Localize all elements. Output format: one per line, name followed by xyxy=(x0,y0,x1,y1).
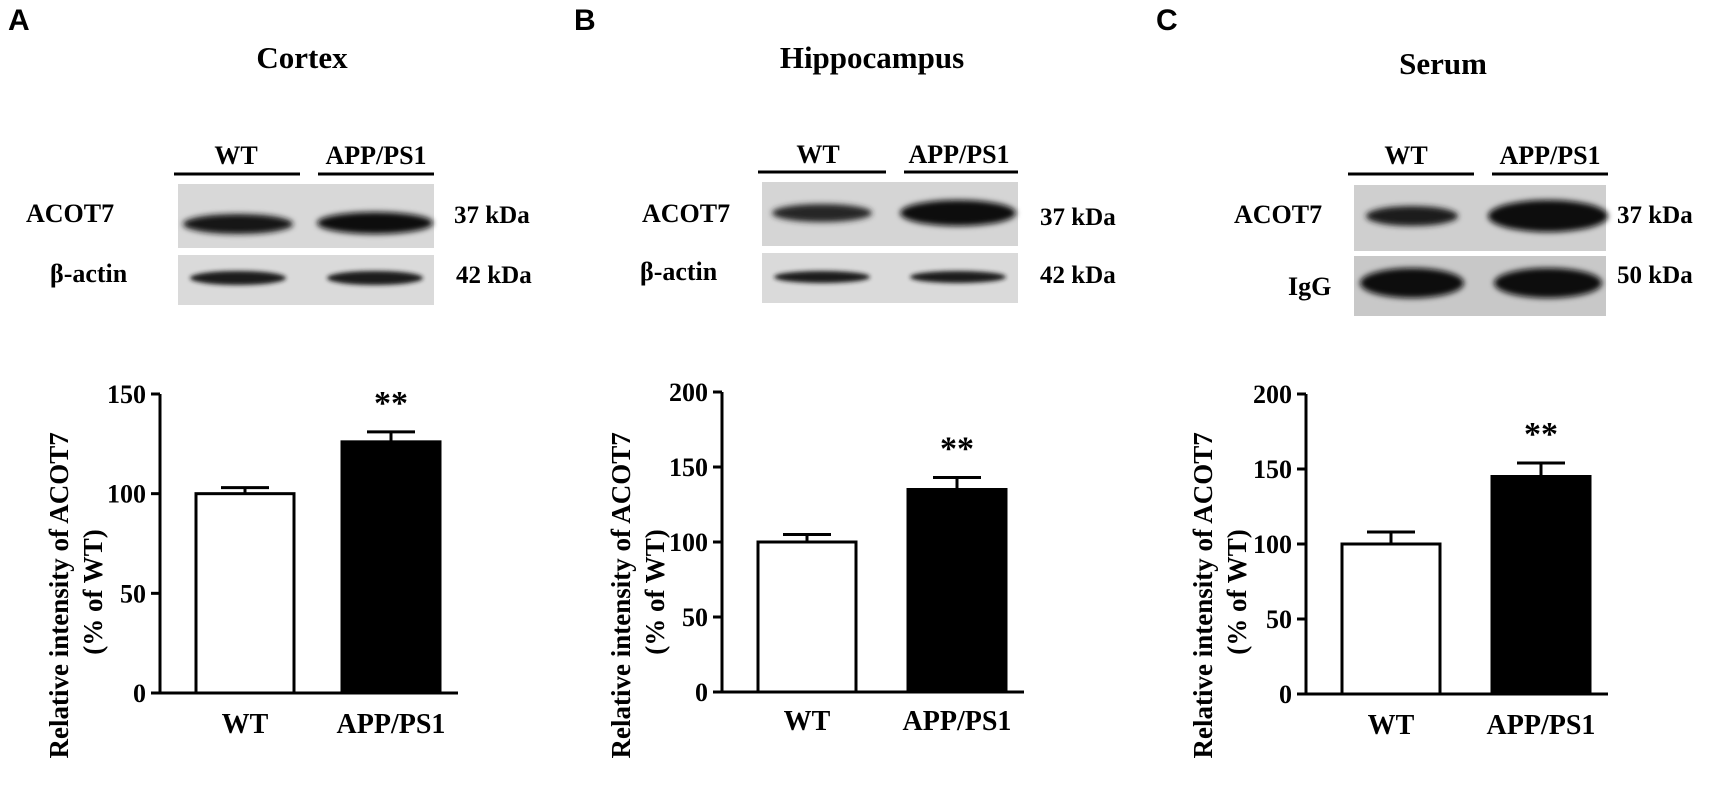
panel-b: B Hippocampus WT APP/PS1 ACOT7 β-actin 3… xyxy=(574,4,1116,758)
panel-c-band-acot7-app xyxy=(1488,200,1608,232)
panel-c-y-tick-label: 200 xyxy=(1253,380,1292,409)
panel-c-western-blot: WT APP/PS1 ACOT7 IgG 37 kDa 50 kDa xyxy=(1234,141,1693,316)
panel-a-kda-actin: 42 kDa xyxy=(456,262,532,289)
panel-b-bar-wt xyxy=(756,540,858,694)
panel-a-x-category-wt: WT xyxy=(222,709,269,740)
panel-c-band-igg-app xyxy=(1494,268,1602,298)
panel-a-kda-acot7: 37 kDa xyxy=(454,202,530,229)
panel-c-tissue-title: Serum xyxy=(1399,46,1487,81)
panel-letter-a: A xyxy=(8,4,30,37)
panel-c-kda-acot7: 37 kDa xyxy=(1617,202,1693,229)
panel-b-y-tick-label: 50 xyxy=(682,603,708,632)
panel-b-lane-wt: WT xyxy=(796,140,839,169)
panel-c-y-axis-label-line1: Relative intensity of ACOT7 xyxy=(1188,432,1218,758)
panel-c: C Serum WT APP/PS1 ACOT7 IgG 37 kDa 50 k… xyxy=(1156,4,1693,758)
panel-b-band-acot7-app xyxy=(900,200,1016,226)
panel-c-lane-wt: WT xyxy=(1384,141,1427,170)
panel-c-significance-app-ps1: ** xyxy=(1524,416,1558,453)
panel-a-band-acot7-wt xyxy=(183,214,293,234)
panel-a-band-actin-app xyxy=(327,271,423,285)
panel-b-x-category-app-ps1: APP/PS1 xyxy=(903,706,1012,737)
panel-c-band-acot7-wt xyxy=(1366,206,1458,226)
panel-a-x-category-app-ps1: APP/PS1 xyxy=(337,709,446,740)
panel-b-bar-chart: Relative intensity of ACOT7 (% of WT) 0 5… xyxy=(606,378,1024,758)
panel-b-band-acot7-wt xyxy=(772,204,872,222)
panel-a-y-tick-label: 50 xyxy=(120,579,146,608)
panel-b-y-tick-label: 0 xyxy=(695,678,708,707)
panel-c-bar-app-ps1 xyxy=(1490,475,1592,696)
panel-a-lane-wt: WT xyxy=(214,141,257,170)
panel-c-x-category-app-ps1: APP/PS1 xyxy=(1487,710,1596,741)
panel-b-kda-actin: 42 kDa xyxy=(1040,262,1116,289)
panel-a-y-tick-label: 150 xyxy=(107,380,146,409)
panel-a-tissue-title: Cortex xyxy=(256,40,348,75)
panel-b-band-actin-wt xyxy=(774,271,870,283)
panel-a-band-actin-wt xyxy=(190,271,286,285)
panel-c-y-tick-label: 150 xyxy=(1253,455,1292,484)
panel-c-blot-label-acot7: ACOT7 xyxy=(1234,200,1322,229)
panel-b-kda-acot7: 37 kDa xyxy=(1040,204,1116,231)
panel-a-western-blot: WT APP/PS1 ACOT7 β-actin 37 kDa 42 kDa xyxy=(26,141,532,305)
panel-b-y-axis-label-line1: Relative intensity of ACOT7 xyxy=(606,432,636,758)
panel-a-y-tick-label: 100 xyxy=(107,480,146,509)
panel-c-y-axis-label-line2: (% of WT) xyxy=(1222,529,1252,655)
panel-letter-b: B xyxy=(574,4,596,37)
panel-b-y-tick-label: 200 xyxy=(669,378,708,407)
panel-c-y-tick-label: 0 xyxy=(1279,680,1292,709)
panel-a-y-axis-label: Relative intensity of ACOT7 (% of WT) xyxy=(44,426,108,759)
panel-a-band-acot7-app xyxy=(317,212,433,234)
panel-b-x-category-wt: WT xyxy=(784,706,831,737)
panel-a-bar-app-ps1 xyxy=(340,440,442,695)
panel-b-bar-app-ps1 xyxy=(906,488,1008,694)
panel-b-blot-label-acot7: ACOT7 xyxy=(642,199,730,228)
panel-c-kda-igg: 50 kDa xyxy=(1617,262,1693,289)
panel-c-y-axis-label: Relative intensity of ACOT7 (% of WT) xyxy=(1188,426,1252,759)
panel-letter-c: C xyxy=(1156,4,1178,37)
panel-a-y-tick-label: 0 xyxy=(133,679,146,708)
panel-b-y-tick-label: 100 xyxy=(669,528,708,557)
panel-b-significance-app-ps1: ** xyxy=(940,431,974,468)
panel-c-bar-wt xyxy=(1340,542,1442,696)
panel-c-bar-chart: Relative intensity of ACOT7 (% of WT) 0 5… xyxy=(1188,380,1608,758)
panel-b-y-axis-label-line2: (% of WT) xyxy=(640,529,670,655)
panel-b-tissue-title: Hippocampus xyxy=(780,40,964,75)
panel-b-western-blot: WT APP/PS1 ACOT7 β-actin 37 kDa 42 kDa xyxy=(640,140,1116,303)
panel-a-blot-label-actin: β-actin xyxy=(50,259,128,288)
panel-a-lane-app: APP/PS1 xyxy=(325,141,426,170)
panel-a: A Cortex WT APP/PS1 ACOT7 β-actin 37 kDa… xyxy=(8,4,532,758)
panel-b-y-axis-label: Relative intensity of ACOT7 (% of WT) xyxy=(606,426,670,759)
panel-c-lane-app: APP/PS1 xyxy=(1499,141,1600,170)
panel-c-y-tick-label: 50 xyxy=(1266,605,1292,634)
panel-b-y-tick-label: 150 xyxy=(669,453,708,482)
panel-b-band-actin-app xyxy=(910,271,1006,283)
panel-c-y-tick-label: 100 xyxy=(1253,530,1292,559)
panel-a-y-axis-label-line2: (% of WT) xyxy=(78,529,108,655)
panel-b-lane-app: APP/PS1 xyxy=(908,140,1009,169)
panel-a-y-axis-label-line1: Relative intensity of ACOT7 xyxy=(44,432,74,758)
panel-c-band-igg-wt xyxy=(1360,268,1464,298)
panel-a-bar-wt xyxy=(194,492,296,695)
panel-a-significance-app-ps1: ** xyxy=(374,385,408,422)
panel-c-x-category-wt: WT xyxy=(1368,710,1415,741)
panel-a-bar-chart: Relative intensity of ACOT7 (% of WT) 0 5… xyxy=(44,380,458,758)
panel-c-blot-label-igg: IgG xyxy=(1288,272,1331,301)
panel-a-blot-label-acot7: ACOT7 xyxy=(26,199,114,228)
panel-b-blot-label-actin: β-actin xyxy=(640,257,718,286)
